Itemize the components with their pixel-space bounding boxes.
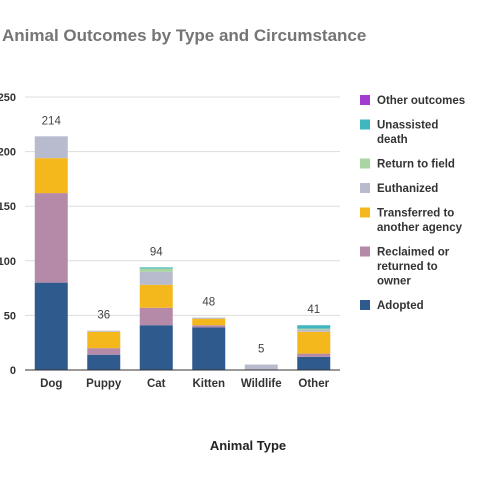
bar-segment <box>297 331 331 354</box>
bar-total-label: 94 <box>150 246 163 258</box>
bar-segment <box>192 325 226 328</box>
bar-total-label: 5 <box>258 344 264 356</box>
bar-segment <box>297 356 331 370</box>
legend-swatch <box>360 95 370 105</box>
y-tick-label: 150 <box>0 201 16 213</box>
bar-segment <box>87 330 121 332</box>
legend: Other outcomes Unassisted death Return to f… <box>360 95 465 312</box>
y-tick-label: 250 <box>0 92 16 104</box>
gridlines <box>25 96 340 316</box>
y-tick-label: 200 <box>0 147 16 159</box>
legend-entry: Adopted <box>360 300 424 312</box>
x-tick-label: Puppy <box>86 378 122 390</box>
x-axis-label: Animal Type <box>210 438 286 453</box>
x-tick-label: Wildlife <box>241 378 282 390</box>
y-tick-label: 0 <box>10 365 16 377</box>
bar-segment <box>34 282 68 370</box>
bar-segment <box>139 271 173 285</box>
legend-label: owner <box>377 276 411 288</box>
bar-totals: 214 36 94 48 5 41 <box>42 115 320 355</box>
bar-total-label: 214 <box>42 115 62 127</box>
bar-segment <box>297 329 331 332</box>
bar-segment <box>192 317 226 319</box>
bar-total-label: 41 <box>307 304 320 316</box>
x-tick-label: Kitten <box>192 378 225 390</box>
legend-entry: Unassisted death <box>360 119 438 146</box>
legend-entry: Transferred to another agency <box>360 207 463 234</box>
legend-label: Other outcomes <box>377 95 465 107</box>
legend-label: Adopted <box>377 300 424 312</box>
legend-swatch <box>360 183 370 193</box>
bars <box>34 136 331 370</box>
legend-label: death <box>377 134 408 146</box>
legend-entry: Reclaimed or returned to owner <box>360 246 450 288</box>
bar-segment <box>297 328 331 330</box>
bar-segment <box>139 325 173 370</box>
bar-total-label: 48 <box>202 297 215 309</box>
legend-label: Reclaimed or <box>377 247 450 259</box>
legend-label: returned to <box>377 261 438 273</box>
legend-swatch <box>360 246 370 257</box>
legend-entry: Return to field <box>360 158 455 171</box>
legend-entry: Other outcomes <box>360 95 465 107</box>
bar-segment <box>139 284 173 308</box>
bar-segment <box>34 193 68 283</box>
legend-label: Return to field <box>377 159 455 171</box>
bar-segment <box>34 136 68 159</box>
bar-segment <box>244 364 278 370</box>
y-axis-ticks: 0 50 100 150 200 250 <box>0 92 16 377</box>
y-tick-label: 100 <box>0 256 16 268</box>
bar-total-label: 36 <box>97 310 110 322</box>
legend-swatch <box>360 119 370 130</box>
legend-label: Unassisted <box>377 120 438 132</box>
bar-segment <box>34 158 68 194</box>
bar-segment <box>139 267 173 269</box>
legend-swatch <box>360 300 370 310</box>
legend-swatch <box>360 207 370 218</box>
bar-segment <box>87 354 121 370</box>
bar-segment <box>192 318 226 326</box>
bar-segment <box>87 331 121 349</box>
bar-segment <box>297 353 331 357</box>
legend-label: another agency <box>377 222 463 234</box>
y-tick-label: 50 <box>4 310 16 322</box>
x-tick-label: Cat <box>147 378 166 390</box>
x-tick-label: Other <box>298 378 329 390</box>
bar-segment <box>139 307 173 326</box>
legend-label: Euthanized <box>377 183 438 195</box>
x-tick-label: Dog <box>40 378 62 390</box>
x-axis-ticks: Dog Puppy Cat Kitten Wildlife Other <box>40 378 330 390</box>
bar-segment <box>297 325 331 329</box>
legend-entry: Euthanized <box>360 183 438 195</box>
bar-segment <box>87 348 121 355</box>
bar-segment <box>139 268 173 272</box>
legend-label: Transferred to <box>377 208 454 220</box>
bar-segment <box>192 327 226 370</box>
legend-swatch <box>360 158 370 169</box>
chart-title: Animal Outcomes by Type and Circumstance <box>2 26 366 45</box>
